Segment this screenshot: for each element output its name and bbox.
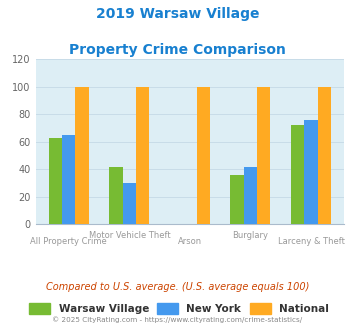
Bar [49,138,62,224]
Bar [230,175,244,224]
Bar [136,87,149,224]
Bar [244,167,257,224]
Text: Motor Vehicle Theft: Motor Vehicle Theft [88,231,170,240]
Text: Burglary: Burglary [233,231,268,240]
Bar [62,135,76,224]
Bar [109,167,123,224]
Text: Arson: Arson [178,237,202,246]
Text: Larceny & Theft: Larceny & Theft [278,237,344,246]
Bar [123,183,136,224]
Bar [76,87,89,224]
Legend: Warsaw Village, New York, National: Warsaw Village, New York, National [25,299,333,318]
Bar [304,120,318,224]
Bar [318,87,331,224]
Text: All Property Crime: All Property Crime [31,237,107,246]
Text: 2019 Warsaw Village: 2019 Warsaw Village [96,7,259,20]
Bar [291,125,304,224]
Bar [197,87,210,224]
Text: Property Crime Comparison: Property Crime Comparison [69,43,286,57]
Text: Compared to U.S. average. (U.S. average equals 100): Compared to U.S. average. (U.S. average … [46,282,309,292]
Text: © 2025 CityRating.com - https://www.cityrating.com/crime-statistics/: © 2025 CityRating.com - https://www.city… [53,317,302,323]
Bar [257,87,271,224]
